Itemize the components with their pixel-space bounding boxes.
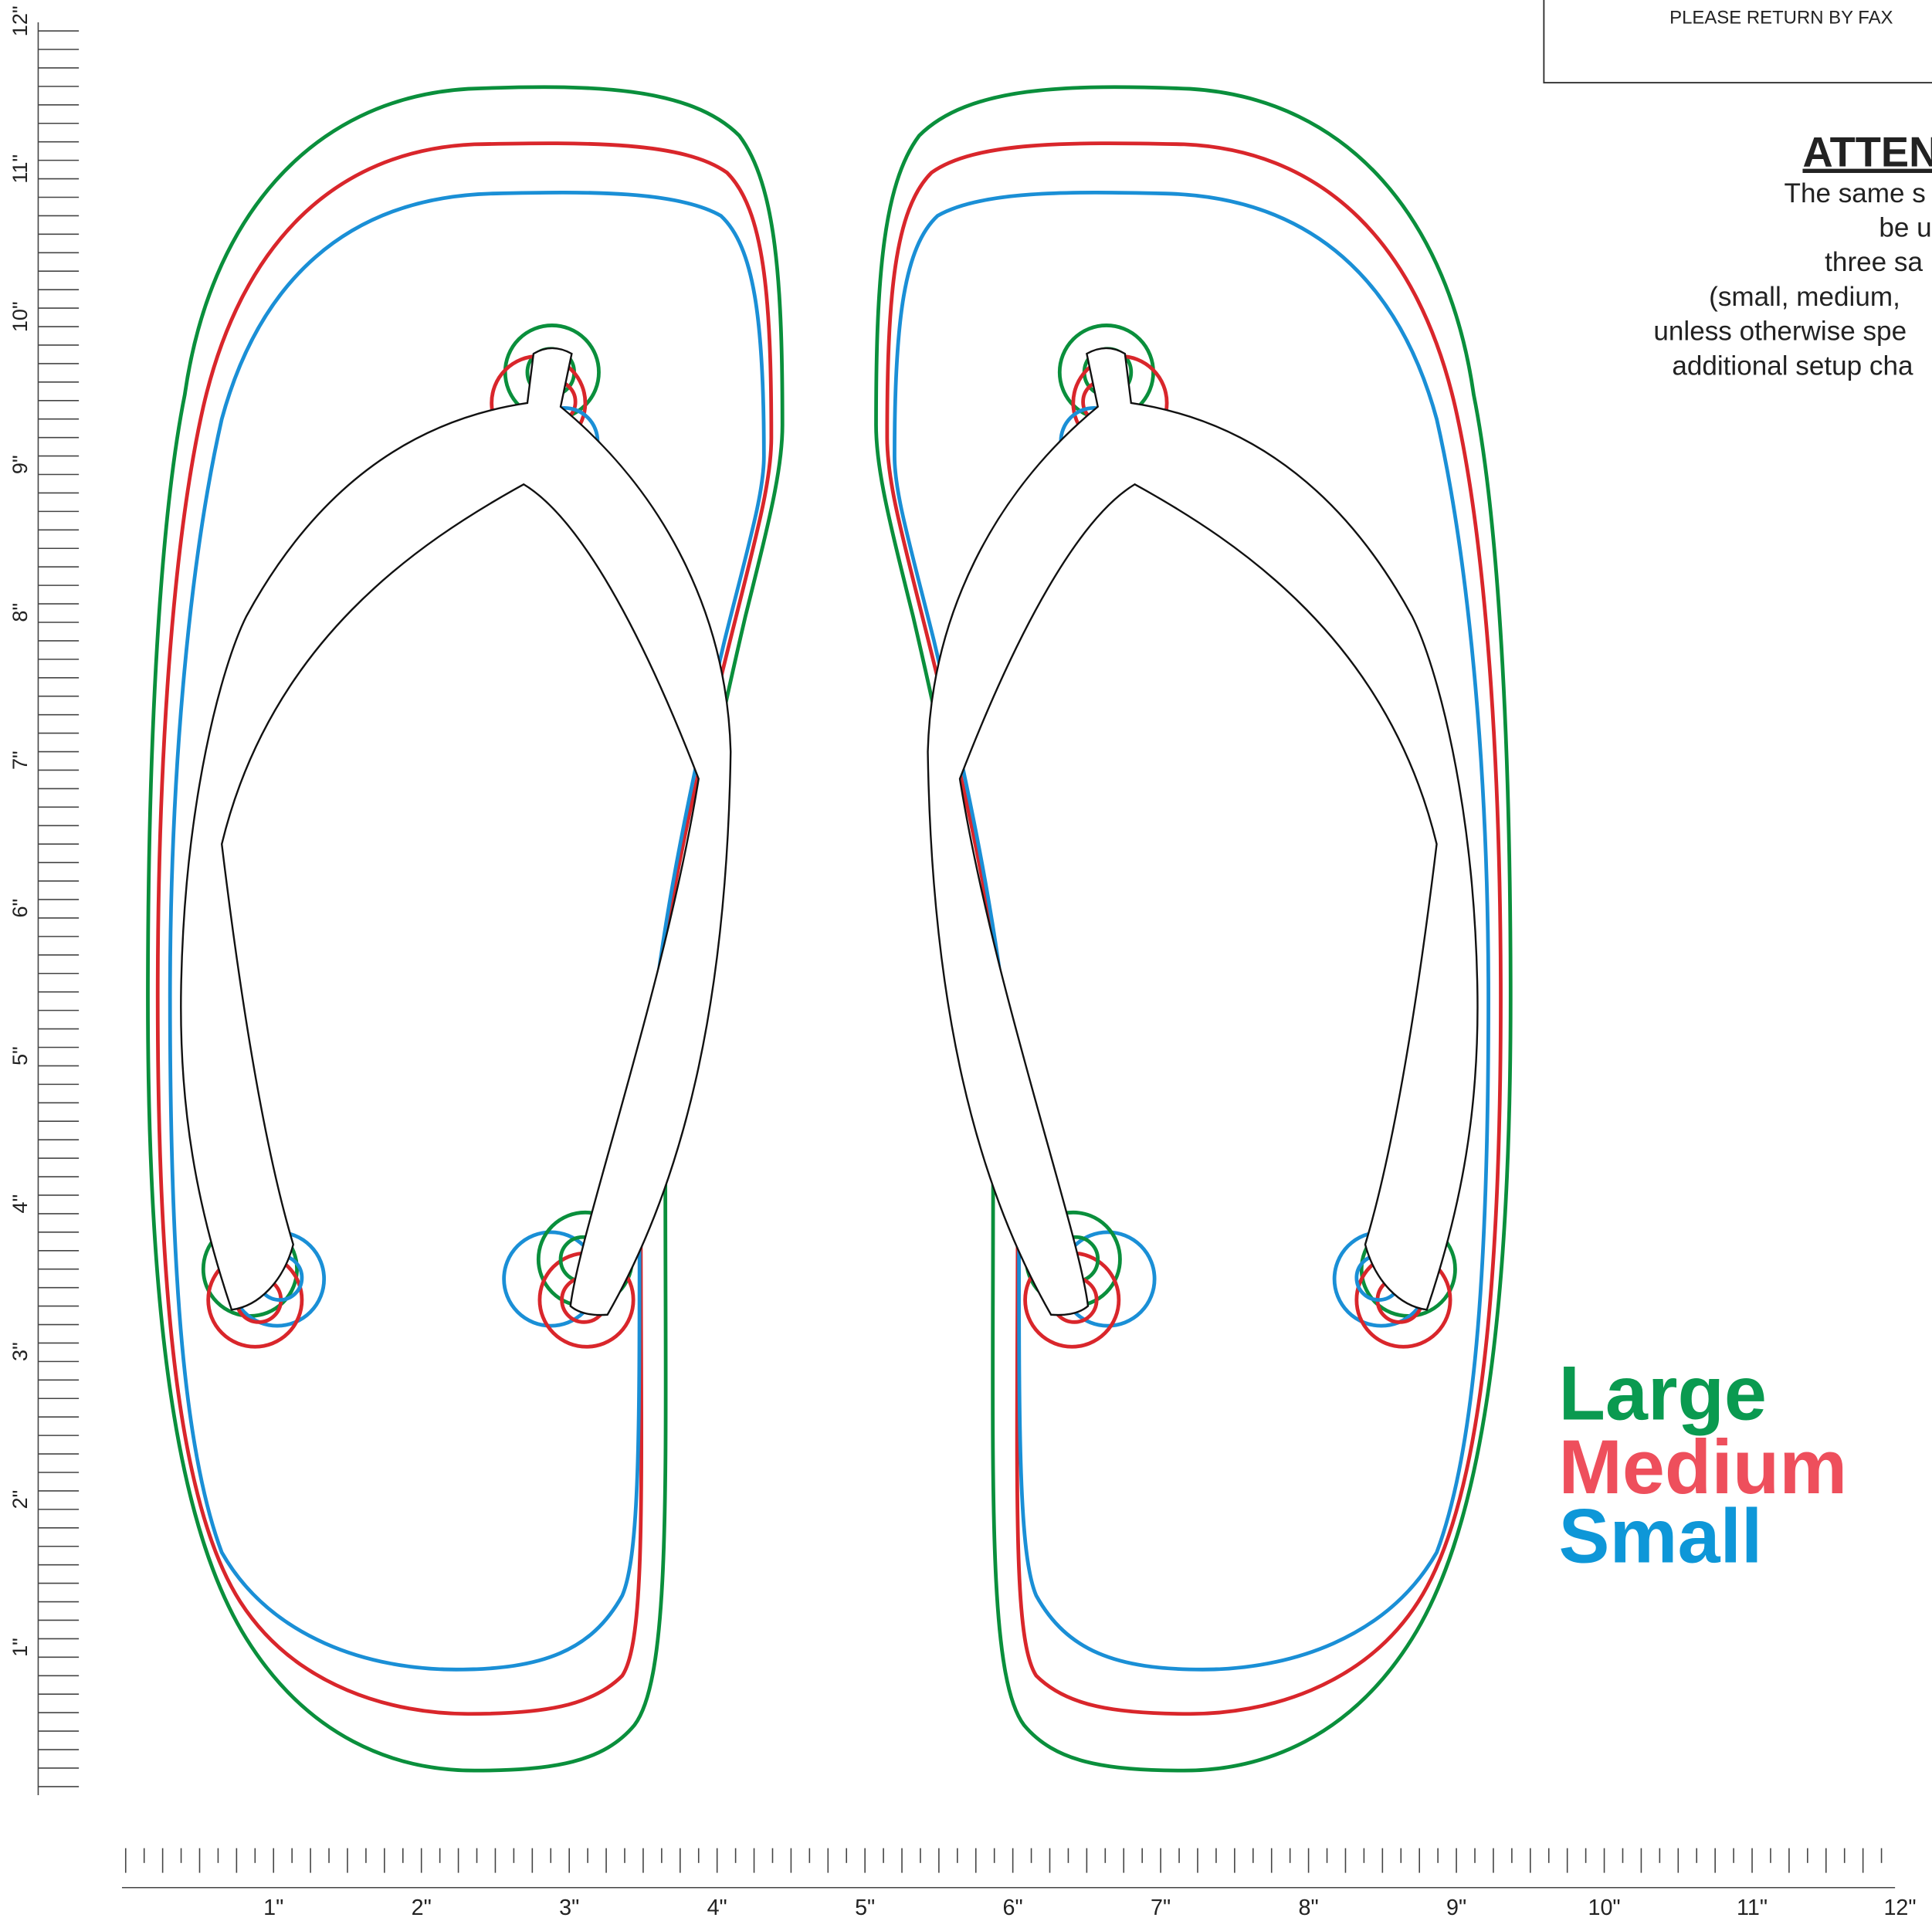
horizontal-ruler-label: 1" [263, 1896, 283, 1920]
vertical-ruler-label: 3" [8, 1342, 32, 1361]
vertical-ruler-label: 2" [8, 1490, 32, 1509]
horizontal-ruler-label: 12" [1883, 1896, 1916, 1920]
attention-line: (small, medium, [1709, 282, 1900, 312]
attention-line: additional setup cha [1672, 351, 1913, 381]
attention-text: The same s be u three sa (small, medium, unl… [1653, 178, 1931, 381]
ruler-ticks: 1" 2" 3" 4" 5" 6" 7" 8" 9" 10" 11" 12" 1" 2" 3" 4" 5" 6" 7… [8, 5, 1916, 1919]
size-small: Small [1559, 1492, 1763, 1578]
vertical-ruler-label: 8" [8, 603, 32, 622]
large-outline [146, 85, 785, 1773]
medium-outline [885, 141, 1503, 1716]
vertical-ruler-label: 7" [8, 750, 32, 770]
size-large: Large [1559, 1350, 1767, 1435]
vertical-ruler-label: 5" [8, 1046, 32, 1066]
size-medium: Medium [1559, 1424, 1848, 1509]
vertical-ruler-label: 1" [8, 1638, 32, 1657]
horizontal-ruler-label: 7" [1151, 1896, 1171, 1920]
vertical-ruler-label: 9" [8, 455, 32, 474]
horizontal-ruler-label: 3" [559, 1896, 579, 1920]
vertical-ruler-label: 11" [8, 154, 32, 184]
vertical-ruler-label: 10" [8, 301, 32, 332]
vertical-ruler-label: 12" [8, 5, 32, 36]
attention-line: The same s [1785, 178, 1926, 208]
horizontal-ruler-label: 5" [855, 1896, 875, 1920]
fax-box [1543, 0, 1932, 84]
attention-line: be u [1879, 213, 1931, 243]
attention-line: three sa [1825, 247, 1923, 277]
horizontal-ruler-label: 2" [412, 1896, 432, 1920]
horizontal-ruler-label: 8" [1299, 1896, 1319, 1920]
fax-note: PLEASE RETURN BY FAX [1669, 7, 1893, 28]
attention-title: ATTEN [1802, 130, 1932, 176]
right-sandal [874, 85, 1513, 1773]
horizontal-ruler-label: 6" [1003, 1896, 1023, 1920]
horizontal-ruler-label: 4" [707, 1896, 727, 1920]
horizontal-ruler-label: 11" [1737, 1896, 1768, 1920]
attention-line: unless otherwise spe [1653, 317, 1907, 347]
medium-outline [155, 141, 774, 1716]
vertical-ruler-label: 6" [8, 899, 32, 918]
strap [180, 347, 732, 1316]
vertical-ruler-label: 4" [8, 1194, 32, 1214]
left-sandal [146, 85, 785, 1773]
horizontal-ruler-label: 9" [1446, 1896, 1466, 1920]
strap [927, 347, 1479, 1316]
horizontal-ruler-label: 10" [1588, 1896, 1620, 1920]
small-outline [168, 190, 766, 1672]
small-outline [893, 190, 1490, 1672]
large-outline [874, 85, 1513, 1773]
